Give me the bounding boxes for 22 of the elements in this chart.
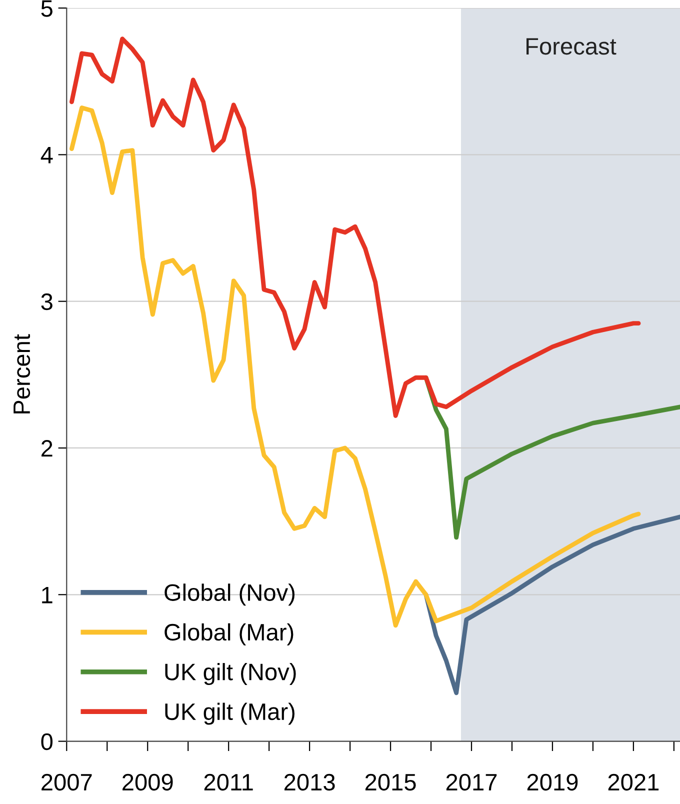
y-tick-label: 3 <box>41 293 52 310</box>
x-tick-label: 2011 <box>204 774 253 791</box>
y-tick-label: 4 <box>40 147 53 164</box>
y-tick-label: 0 <box>41 733 53 750</box>
legend-label: Global (Mar) <box>164 623 294 646</box>
y-axis-title: Percent <box>14 334 30 414</box>
x-tick-label: 2007 <box>42 774 92 791</box>
x-tick-label: 2021 <box>608 774 659 791</box>
x-tick-label: 2015 <box>365 774 416 791</box>
line-series <box>69 36 641 418</box>
x-tick-label: 2013 <box>284 774 335 791</box>
x-tick-label: 2019 <box>527 774 578 791</box>
legend-label: UK gilt (Mar) <box>165 702 294 725</box>
x-tick-label: 2009 <box>122 774 173 791</box>
y-tick-label: 5 <box>41 0 52 17</box>
legend-label: UK gilt (Nov) <box>165 663 296 686</box>
y-tick-label: 1 <box>42 586 52 604</box>
y-tick-label: 2 <box>42 440 52 457</box>
line-series <box>424 514 680 696</box>
legend-label: Global (Nov) <box>164 584 295 606</box>
x-tick-label: 2017 <box>446 774 497 791</box>
band-label: Forecast <box>526 38 616 55</box>
